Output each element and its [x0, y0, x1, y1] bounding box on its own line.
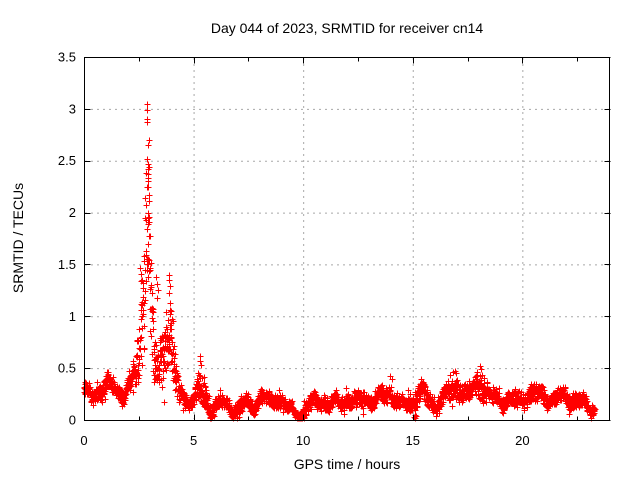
y-tick-label: 3: [69, 101, 76, 116]
plot-border: [84, 57, 610, 421]
y-tick-label: 2: [69, 205, 76, 220]
chart-title: Day 044 of 2023, SRMTID for receiver cn1…: [210, 20, 484, 36]
x-tick-label: 10: [296, 433, 310, 448]
x-tick-label: 20: [515, 433, 529, 448]
x-axis-label: GPS time / hours: [293, 456, 401, 472]
data-points: [81, 101, 599, 422]
x-tick-label: 15: [406, 433, 420, 448]
y-tick-label: 0.5: [58, 361, 76, 376]
x-tick-label: 0: [80, 433, 87, 448]
y-tick-label: 1.5: [58, 257, 76, 272]
y-tick-label: 0: [69, 413, 76, 428]
y-tick-label: 1: [69, 309, 76, 324]
y-tick-label: 3.5: [58, 50, 76, 65]
y-tick-label: 2.5: [58, 153, 76, 168]
x-tick-label: 5: [190, 433, 197, 448]
